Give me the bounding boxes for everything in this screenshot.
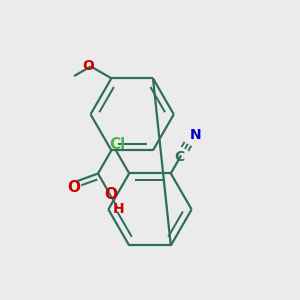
Text: H: H <box>113 202 124 216</box>
Text: N: N <box>189 128 201 142</box>
Text: O: O <box>104 187 117 202</box>
Text: C: C <box>175 150 185 164</box>
Text: O: O <box>82 59 94 73</box>
Text: Cl: Cl <box>109 137 125 152</box>
Text: O: O <box>68 180 81 195</box>
